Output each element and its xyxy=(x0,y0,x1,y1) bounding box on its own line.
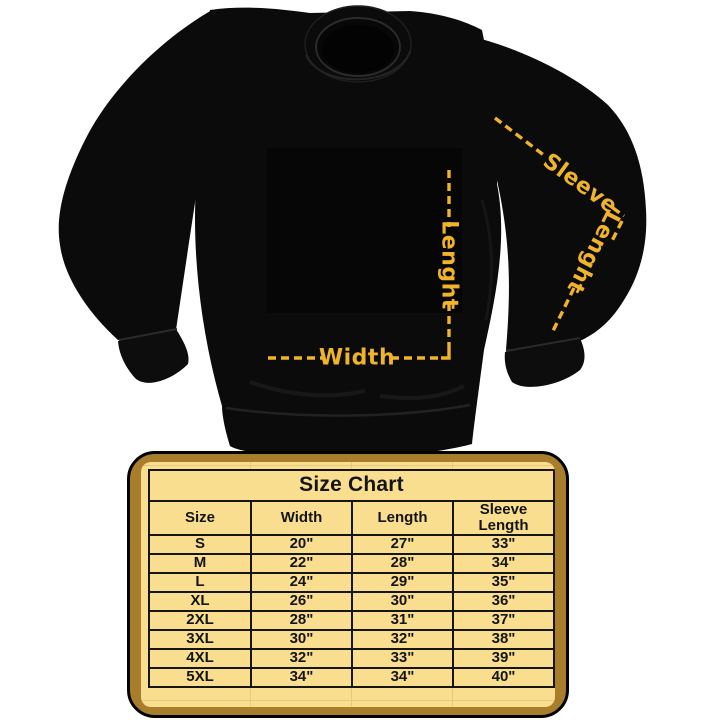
wrinkle xyxy=(480,199,494,321)
sleeve-dash-line-mid2 xyxy=(610,220,624,242)
table-row-2xl: 2XL 28" 31" 37" xyxy=(148,609,555,631)
table-row-xl: XL 26" 30" 36" xyxy=(148,590,555,612)
table-cell: 33" xyxy=(351,647,454,669)
table-cell: 26" xyxy=(250,590,353,612)
size-chart-title: Size Chart xyxy=(147,469,555,502)
table-cell: 31" xyxy=(351,609,454,631)
gridline xyxy=(141,465,555,466)
width-annotation-label: Width xyxy=(319,346,395,371)
left-cuff xyxy=(118,329,189,383)
table-cell: 30" xyxy=(351,590,454,612)
table-cell: 39" xyxy=(451,647,555,669)
sleeve-dash-line-lower xyxy=(550,287,576,334)
table-row-4xl: 4XL 32" 33" 39" xyxy=(148,647,555,669)
table-cell: 22" xyxy=(250,552,353,574)
table-cell: 40" xyxy=(451,666,555,688)
measurement-annotations xyxy=(268,116,625,360)
table-cell: 30" xyxy=(250,628,353,650)
table-cell: 24" xyxy=(250,571,353,593)
table-cell: 34" xyxy=(451,552,555,574)
waistband-seam xyxy=(225,403,471,417)
wrinkle xyxy=(379,384,465,400)
gridline xyxy=(141,700,555,701)
sleeve-dash-line-mid1 xyxy=(612,206,625,218)
wrinkle xyxy=(249,380,366,398)
shirt-body xyxy=(195,7,502,459)
size-chart-table: Size Chart Size Width Length Sleeve Leng… xyxy=(147,469,555,688)
table-row-3xl: 3XL 30" 32" 38" xyxy=(148,628,555,650)
table-cell: L xyxy=(148,571,252,593)
table-cell: 38" xyxy=(451,628,555,650)
table-cell: 3XL xyxy=(148,628,252,650)
right-sleeve xyxy=(470,36,647,350)
table-row-s: S 20" 27" 33" xyxy=(148,533,555,555)
column-header-sleeve-length: Sleeve Length xyxy=(451,500,555,536)
collar-seam xyxy=(305,51,411,81)
chest-print-area xyxy=(267,148,462,313)
column-header-size: Size xyxy=(148,500,252,536)
table-cell: 34" xyxy=(250,666,353,688)
table-cell: 27" xyxy=(351,533,454,555)
table-cell: 28" xyxy=(351,552,454,574)
table-cell: S xyxy=(148,533,252,555)
table-cell: 37" xyxy=(451,609,555,631)
table-title-row: Size Chart xyxy=(147,469,555,502)
table-cell: 5XL xyxy=(148,666,252,688)
table-cell: 35" xyxy=(451,571,555,593)
size-chart-frame: Size Chart Size Width Length Sleeve Leng… xyxy=(127,451,569,718)
table-cell: 32" xyxy=(250,647,353,669)
length-annotation-label: Lenght xyxy=(437,220,462,310)
table-cell: 32" xyxy=(351,628,454,650)
table-cell: 2XL xyxy=(148,609,252,631)
collar-opening xyxy=(322,25,394,73)
table-cell: 4XL xyxy=(148,647,252,669)
right-cuff-seam xyxy=(505,337,581,352)
table-cell: XL xyxy=(148,590,252,612)
column-header-width: Width xyxy=(250,500,353,536)
table-cell: 34" xyxy=(351,666,454,688)
column-header-length: Length xyxy=(351,500,454,536)
right-cuff xyxy=(504,338,585,387)
left-sleeve xyxy=(58,10,212,340)
left-cuff-seam xyxy=(118,328,178,341)
sleeve-dash-line-upper xyxy=(493,116,547,158)
table-cell: 20" xyxy=(250,533,353,555)
length-width-corner xyxy=(441,350,451,360)
table-row-m: M 22" 28" 34" xyxy=(148,552,555,574)
table-row-l: L 24" 29" 35" xyxy=(148,571,555,593)
size-chart-panel: Size Chart Size Width Length Sleeve Leng… xyxy=(141,462,555,707)
table-cell: M xyxy=(148,552,252,574)
table-cell: 29" xyxy=(351,571,454,593)
table-row-5xl: 5XL 34" 34" 40" xyxy=(148,666,555,688)
sweatshirt-illustration: Lenght Width Sleeve Lenght xyxy=(58,5,647,459)
table-cell: 28" xyxy=(250,609,353,631)
table-header-row: Size Width Length Sleeve Length xyxy=(148,500,555,536)
table-cell: 36" xyxy=(451,590,555,612)
table-cell: 33" xyxy=(451,533,555,555)
